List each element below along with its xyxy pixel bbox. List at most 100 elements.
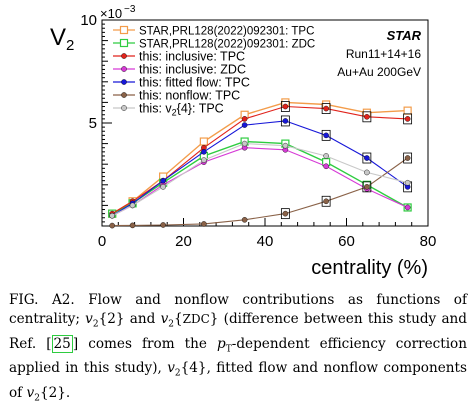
legend-label-tail: {4}: TPC	[177, 102, 224, 116]
data-point	[201, 149, 207, 155]
data-point	[241, 217, 248, 223]
data-point	[109, 222, 115, 229]
data-point	[199, 137, 208, 146]
caption-text-3: {	[173, 311, 183, 327]
legend-marker	[119, 25, 129, 35]
series-5	[109, 152, 413, 229]
data-point	[404, 179, 411, 186]
x-tick-label: 0	[98, 233, 106, 250]
data-point	[160, 184, 166, 190]
data-point	[241, 140, 248, 147]
legend-label: this: fitted flow: TPC	[139, 76, 250, 90]
data-point	[201, 221, 207, 227]
legend-label: STAR,PRL128(2022)092301: ZDC	[139, 39, 315, 51]
x-tick-label: 60	[338, 233, 355, 250]
data-point	[282, 142, 289, 149]
reference-link[interactable]: 25	[51, 334, 73, 353]
systematic-box	[321, 129, 331, 141]
systematic-box	[403, 152, 413, 164]
x-axis-label: centrality (%)	[311, 257, 428, 279]
data-point	[323, 198, 329, 205]
legend-label-sub: 2	[172, 108, 177, 118]
legend-label-text: this: fitted flow: TPC	[139, 76, 250, 90]
data-point	[282, 118, 289, 124]
data-point	[364, 184, 370, 190]
data-point	[129, 202, 136, 209]
caption-p: p	[217, 335, 226, 352]
y-exponent-label: ×10	[100, 6, 122, 21]
legend-label-text: STAR,PRL128(2022)092301: ZDC	[139, 39, 315, 51]
series-line	[111, 143, 408, 217]
legend-marker	[121, 53, 127, 59]
y-tick-label: 5	[89, 115, 97, 132]
systematic-box	[321, 195, 331, 207]
legend-entry: this: nonflow: TPC	[113, 89, 240, 103]
data-point	[404, 116, 411, 122]
caption-text-8: {2}.	[39, 385, 71, 402]
caption-sub: 2	[174, 369, 181, 380]
legend-label: this: inclusive: TPC	[139, 50, 245, 64]
x-tick-label: 40	[257, 233, 274, 250]
series-1	[108, 137, 412, 218]
data-point	[323, 153, 329, 159]
caption-text-7: {4}, fitted flow and nonflow components …	[9, 360, 467, 402]
caption-text-5: ] comes from the	[72, 335, 218, 352]
legend-label-text: this: nonflow: TPC	[139, 89, 240, 103]
caption-sub: 2	[168, 319, 174, 330]
experiment-label: STAR	[387, 28, 422, 43]
legend-entry: this: inclusive: ZDC	[113, 63, 246, 77]
legend-entry: this: fitted flow: TPC	[113, 76, 250, 90]
legend-entry: this: inclusive: TPC	[113, 50, 245, 64]
systematic-box	[403, 113, 413, 125]
legend-label: STAR,PRL128(2022)092301: TPC	[139, 26, 314, 38]
data-point	[160, 177, 166, 184]
legend-label-text: this: v	[139, 102, 172, 116]
data-point	[323, 132, 329, 139]
series-line	[111, 101, 408, 215]
legend-label: this: nonflow: TPC	[139, 89, 240, 103]
y-axis-label: V	[50, 24, 66, 51]
legend-entry: this: v2{4}: TPC	[113, 102, 224, 118]
data-point	[241, 116, 248, 122]
legend-marker	[119, 38, 129, 48]
caption-sub: 2	[92, 319, 99, 330]
run-label: Run11+14+16	[346, 47, 422, 61]
legend-marker	[121, 66, 127, 72]
data-point	[323, 163, 329, 170]
systematic-box	[362, 181, 372, 193]
caption-zdc: ZDC	[182, 312, 210, 326]
caption-text-1: FIG. A2. Flow and nonflow contributions …	[9, 292, 467, 327]
systematic-box	[362, 152, 372, 164]
data-point	[404, 204, 411, 211]
data-point	[403, 106, 412, 115]
chart: 0 20 40 60 80 5 10 V 2 ×10 −3 centrality (%) S…	[50, 4, 437, 279]
data-point	[241, 122, 248, 128]
y-exponent: −3	[124, 4, 136, 15]
systematic-box	[280, 208, 290, 220]
legend-label-text: this: inclusive: ZDC	[139, 63, 246, 77]
data-point	[364, 169, 370, 176]
systematic-box	[280, 101, 290, 112]
legend: STAR,PRL128(2022)092301: TPCSTAR,PRL128(…	[113, 26, 315, 118]
systematic-box	[321, 103, 331, 114]
legend-marker	[121, 92, 127, 98]
y-tick-label: 10	[80, 12, 97, 29]
data-point	[323, 105, 329, 112]
legend-entry: STAR,PRL128(2022)092301: TPC	[113, 26, 314, 38]
caption-v: v	[26, 385, 35, 402]
x-tick-label: 80	[420, 233, 437, 250]
legend-label-text: STAR,PRL128(2022)092301: TPC	[139, 26, 314, 38]
systematic-box	[362, 111, 372, 123]
series-line	[111, 140, 408, 215]
data-point	[201, 157, 207, 163]
caption-v: v	[85, 311, 93, 327]
caption-text-6: -dependent efficiency correction applied…	[9, 335, 467, 377]
system-label: Au+Au 200GeV	[337, 65, 421, 79]
y-axis-label-sub: 2	[66, 37, 74, 54]
series-line	[111, 120, 408, 217]
series-6	[109, 140, 411, 219]
data-point	[282, 103, 289, 110]
data-point	[364, 155, 370, 161]
series-layer	[108, 98, 413, 229]
series-4	[109, 115, 413, 219]
